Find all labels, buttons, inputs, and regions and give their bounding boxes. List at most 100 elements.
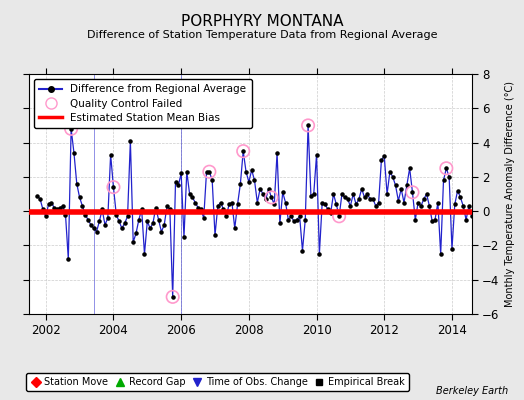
- Point: [287, 213, 296, 220]
- Point: [236, 180, 245, 187]
- Point: [425, 203, 433, 209]
- Point: [442, 165, 451, 172]
- Point: [462, 216, 470, 223]
- Point: [402, 182, 411, 189]
- Point: [50, 204, 58, 211]
- Point: [414, 199, 422, 206]
- Point: [73, 180, 81, 187]
- Point: [482, 134, 490, 141]
- Point: [211, 232, 219, 238]
- Point: [174, 182, 182, 189]
- Point: [298, 247, 307, 254]
- Point: [335, 213, 343, 220]
- Text: PORPHYRY MONTANA: PORPHYRY MONTANA: [181, 14, 343, 29]
- Point: [95, 218, 104, 225]
- Point: [177, 170, 185, 177]
- Point: [160, 222, 168, 228]
- Point: [465, 203, 473, 209]
- Point: [110, 184, 118, 190]
- Point: [135, 216, 143, 223]
- Text: Berkeley Earth: Berkeley Earth: [436, 386, 508, 396]
- Point: [36, 196, 45, 202]
- Point: [448, 246, 456, 252]
- Point: [304, 122, 312, 129]
- Point: [132, 230, 140, 237]
- Point: [445, 174, 453, 180]
- Point: [332, 201, 341, 208]
- Point: [442, 165, 451, 172]
- Point: [408, 189, 417, 196]
- Point: [239, 148, 247, 154]
- Point: [487, 170, 496, 177]
- Point: [451, 201, 459, 208]
- Point: [476, 199, 484, 206]
- Point: [301, 216, 310, 223]
- Point: [267, 194, 276, 201]
- Point: [420, 196, 428, 202]
- Point: [155, 216, 163, 223]
- Point: [479, 170, 487, 177]
- Point: [104, 215, 112, 221]
- Point: [151, 204, 160, 211]
- Point: [504, 199, 512, 206]
- Point: [39, 206, 47, 213]
- Y-axis label: Monthly Temperature Anomaly Difference (°C): Monthly Temperature Anomaly Difference (…: [505, 81, 515, 307]
- Point: [86, 222, 95, 228]
- Point: [101, 222, 109, 228]
- Point: [180, 234, 188, 240]
- Point: [250, 177, 259, 184]
- Point: [498, 187, 507, 194]
- Point: [56, 204, 64, 211]
- Point: [366, 196, 374, 202]
- Point: [123, 213, 132, 220]
- Point: [106, 151, 115, 158]
- Legend: Difference from Regional Average, Quality Control Failed, Estimated Station Mean: Difference from Regional Average, Qualit…: [34, 79, 252, 128]
- Point: [375, 199, 383, 206]
- Point: [467, 213, 476, 220]
- Point: [205, 168, 214, 175]
- Point: [510, 170, 518, 177]
- Point: [321, 201, 329, 208]
- Point: [191, 199, 200, 206]
- Point: [307, 192, 315, 199]
- Point: [329, 191, 337, 197]
- Point: [70, 150, 78, 156]
- Point: [312, 151, 321, 158]
- Point: [75, 194, 84, 201]
- Point: [507, 134, 516, 141]
- Point: [247, 167, 256, 173]
- Point: [222, 213, 231, 220]
- Point: [185, 191, 194, 197]
- Point: [157, 228, 166, 235]
- Point: [397, 186, 406, 192]
- Point: [417, 203, 425, 209]
- Point: [380, 153, 388, 160]
- Point: [315, 251, 324, 257]
- Point: [84, 216, 92, 223]
- Text: Difference of Station Temperature Data from Regional Average: Difference of Station Temperature Data f…: [87, 30, 437, 40]
- Point: [400, 199, 408, 206]
- Point: [422, 191, 431, 197]
- Point: [270, 201, 278, 208]
- Point: [112, 211, 121, 218]
- Point: [41, 213, 50, 220]
- Point: [194, 204, 202, 211]
- Point: [304, 122, 312, 129]
- Point: [90, 225, 98, 232]
- Point: [267, 194, 276, 201]
- Point: [352, 201, 360, 208]
- Point: [126, 138, 135, 144]
- Point: [59, 203, 67, 209]
- Point: [33, 192, 41, 199]
- Point: [182, 168, 191, 175]
- Point: [391, 182, 400, 189]
- Point: [496, 182, 504, 189]
- Point: [276, 220, 284, 226]
- Point: [471, 199, 479, 206]
- Point: [225, 201, 233, 208]
- Point: [188, 194, 196, 201]
- Point: [439, 177, 447, 184]
- Point: [343, 196, 352, 202]
- Point: [163, 203, 171, 209]
- Point: [129, 239, 137, 245]
